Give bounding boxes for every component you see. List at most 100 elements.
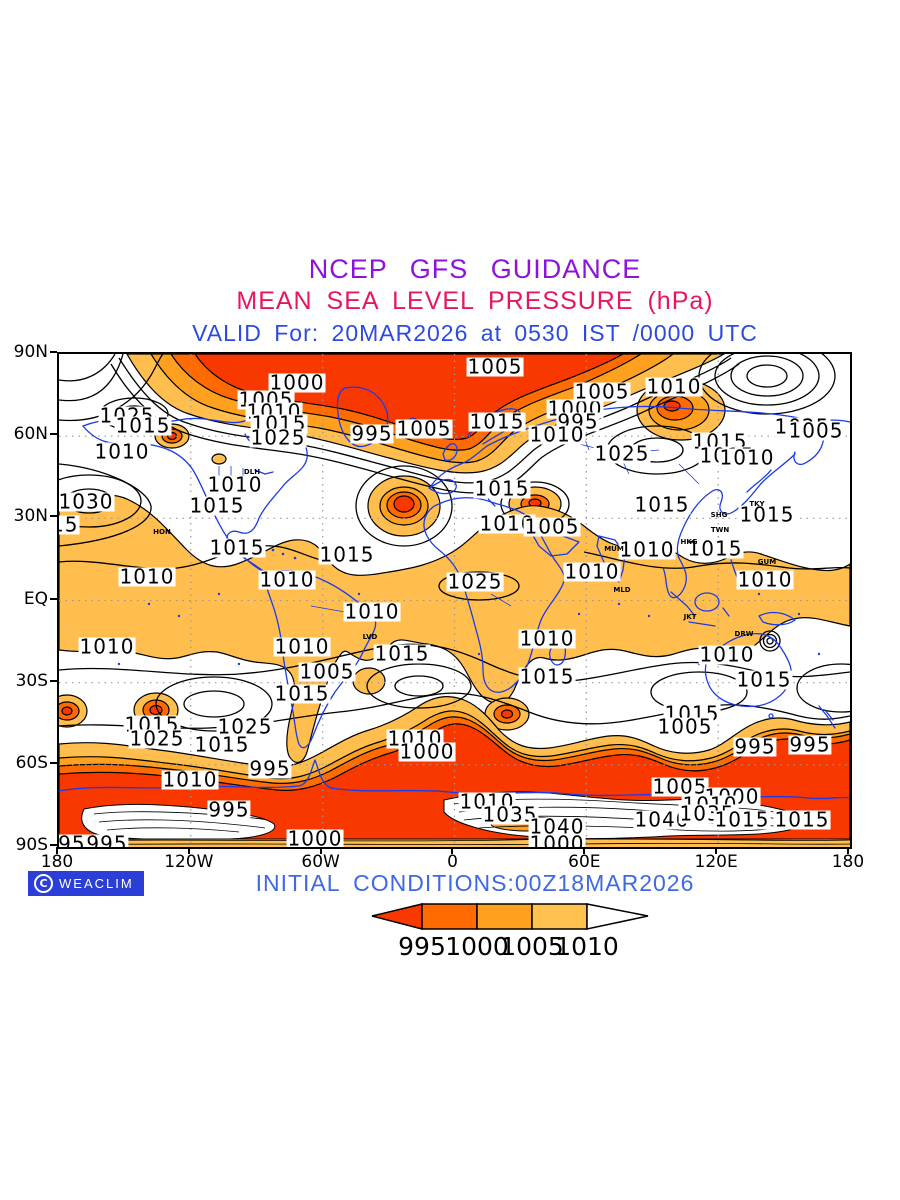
pressure-label: 1015 [473,476,531,501]
pressure-label: 1005 [523,514,581,539]
lat-tick [50,597,57,600]
station-label: SHG [710,511,728,519]
pressure-label: 1025 [249,425,307,450]
pressure-label: 1015 [193,732,251,757]
station-label: TKY [749,500,765,508]
pressure-label: 1035 [481,802,539,827]
pressure-label: 1010 [258,567,316,592]
color-legend: 995 1000 1005 1010 [360,902,660,961]
pressure-label: 1010 [161,767,219,792]
initial-conditions-line: INITIAL CONDITIONS:00Z18MAR2026 [255,870,695,896]
pressure-label: 1015 [738,502,796,527]
pressure-label: 1025 [128,726,186,751]
lat-label: 30S [15,670,48,691]
pressure-label: 1010 [343,599,401,624]
station-label: JKT [683,613,697,621]
pressure-label: 1005 [656,714,714,739]
weaclim-logo[interactable]: C WEACLIM [28,871,144,896]
pressure-label: 995 [788,732,832,757]
pressure-label: 995 [85,834,129,847]
pressure-label: 1015 [208,535,266,560]
pressure-label: 1025 [593,441,651,466]
contour-labels-layer: 1005 1000 1005 1010 1015 1025 1025 1015 1010 995 1… [59,354,850,847]
station-label: DRW [734,630,754,638]
copyright-icon: C [34,874,53,893]
pressure-label: 1005 [298,659,356,684]
pressure-label: 1010 [528,422,586,447]
pressure-label: 1010 [718,445,776,470]
pressure-label: 1010 [618,537,676,562]
pressure-label: 1010 [645,374,703,399]
lat-label: 30N [13,506,48,527]
pressure-label: 1030 [58,489,115,514]
pressure-label: 1040 [528,814,586,839]
lon-label: 60E [568,852,601,872]
station-label: MUM [604,545,624,553]
pressure-label: 1015 [273,681,331,706]
pressure-map: 1005 1000 1005 1010 1015 1025 1025 1015 1010 995 1… [57,352,852,849]
pressure-label: 1015 [373,641,431,666]
legend-value: 995 [398,932,446,961]
station-label: TWN [710,526,730,534]
station-label: GUM [757,558,777,566]
pressure-label: 1000 [528,834,586,847]
pressure-label: 1015 [114,413,172,438]
lon-tick [846,847,849,854]
pressure-label: 1005 [651,774,709,799]
pressure-label: 1005 [395,416,453,441]
pressure-label: 1000 [398,739,456,764]
lon-tick [451,847,454,854]
lat-tick [50,844,57,847]
pressure-label: 995 [733,734,777,759]
graticule [59,354,850,847]
pressure-label: 995 [350,421,394,446]
pressure-label: 1015 [188,493,246,518]
pressure-label: 995 [59,834,87,847]
station-label: HKG [680,538,698,546]
lon-tick [715,847,718,854]
pressure-label: 1010 [93,439,151,464]
lat-label: 90N [13,342,48,362]
legend-swatch [476,903,533,930]
valid-time-line: VALID For: 20MAR2026 at 0530 IST /0000 U… [192,320,758,346]
pressure-label: 1010 [736,567,794,592]
chart-subtitle: MEAN SEA LEVEL PRESSURE (hPa) [236,287,714,315]
pressure-label: 995 [248,756,292,781]
pressure-label: 1010 [118,564,176,589]
pressure-label: 1000 [268,370,326,395]
pressure-label: 1010 [698,642,756,667]
lon-label: 60W [301,852,340,872]
lat-label: 60N [13,424,48,445]
lon-tick [319,847,322,854]
station-label: LVD [362,633,378,641]
pressure-label: 1015 [518,664,576,689]
pressure-label: 1010 [518,626,576,651]
pressure-label: 1015 [468,409,526,434]
pressure-label: 1015 [735,667,793,692]
legend-value: 1005 [500,932,564,961]
pressure-label: 1015 [633,492,691,517]
pressure-label: 1005 [466,354,524,379]
lon-tick [56,847,58,854]
pressure-label: 1010 [78,634,136,659]
pressure-label: 1010 [563,559,621,584]
legend-bar [371,903,649,930]
station-label: MLD [613,586,631,594]
page-title: NCEP GFS GUIDANCE [308,254,642,284]
pressure-label: 1010 [206,472,264,497]
pressure-label: 1005 [787,418,845,443]
pressure-label: 1025 [446,569,504,594]
pressure-label: 1000 [286,826,344,849]
logo-text: WEACLIM [59,876,134,891]
lat-tick [50,351,57,353]
lat-label: 90S [15,835,48,856]
pressure-label: 1025 [216,714,274,739]
pressure-label: 995 [207,797,251,822]
station-label: HON [153,528,171,536]
pressure-label: 1015 [773,807,831,832]
legend-value: 1000 [445,932,509,961]
lat-tick [50,433,57,436]
pressure-label: 1015 [59,515,80,535]
lon-label: 120W [164,852,214,872]
